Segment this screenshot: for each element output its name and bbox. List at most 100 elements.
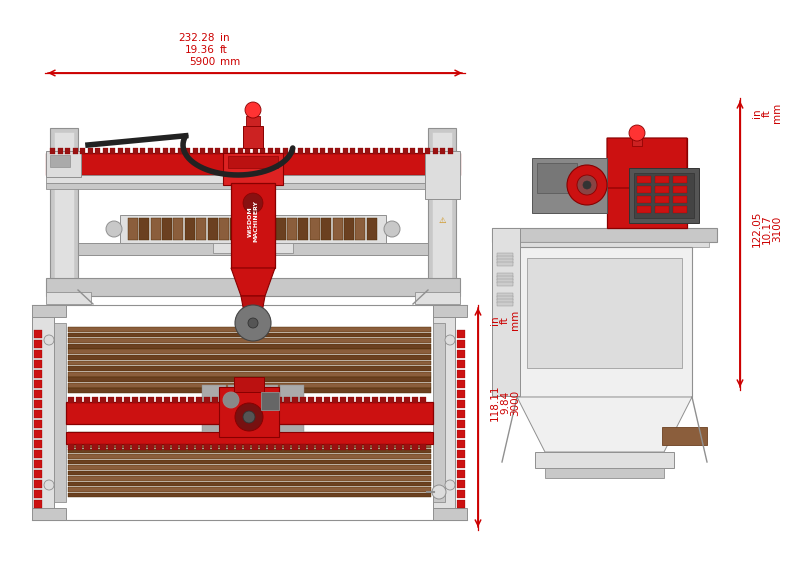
Bar <box>415 292 460 304</box>
Bar <box>185 218 195 240</box>
Bar <box>32 305 66 317</box>
Bar <box>457 330 465 338</box>
Bar <box>280 385 304 440</box>
Bar <box>264 218 274 240</box>
Bar <box>34 490 42 498</box>
Bar <box>246 116 260 126</box>
Bar <box>68 444 74 450</box>
Bar <box>637 206 651 213</box>
Bar <box>110 148 115 154</box>
Bar <box>34 430 42 438</box>
Bar <box>340 444 346 450</box>
Bar <box>673 206 687 213</box>
Bar <box>535 452 674 468</box>
Text: 3100: 3100 <box>772 216 782 242</box>
Bar <box>380 397 386 403</box>
Text: mm: mm <box>772 103 782 123</box>
Bar <box>253 218 263 240</box>
Bar <box>238 148 242 154</box>
Bar <box>457 390 465 398</box>
Bar <box>327 148 333 154</box>
Bar <box>333 218 342 240</box>
Bar <box>66 402 433 424</box>
Bar <box>396 444 402 450</box>
Circle shape <box>577 175 597 195</box>
Bar <box>125 148 130 154</box>
Bar <box>433 508 467 520</box>
Bar <box>244 444 250 450</box>
Bar <box>261 392 279 410</box>
Bar <box>252 397 258 403</box>
Bar <box>162 218 172 240</box>
Bar <box>358 148 362 154</box>
Bar <box>244 397 250 403</box>
Bar <box>68 438 431 443</box>
Bar <box>268 397 274 403</box>
Bar <box>34 400 42 408</box>
Bar <box>673 176 687 183</box>
Bar <box>457 490 465 498</box>
Bar <box>637 186 651 193</box>
Bar <box>432 132 452 289</box>
Text: 10.17: 10.17 <box>762 214 772 244</box>
Bar <box>457 370 465 378</box>
Bar <box>204 444 210 450</box>
Bar <box>433 315 455 510</box>
Bar <box>300 397 306 403</box>
Bar <box>150 218 161 240</box>
Bar <box>387 148 393 154</box>
Circle shape <box>567 165 607 205</box>
Bar <box>34 360 42 368</box>
Circle shape <box>44 480 54 490</box>
Bar <box>34 480 42 488</box>
Bar <box>170 148 175 154</box>
Bar <box>202 385 226 440</box>
Bar <box>50 148 55 154</box>
Bar <box>68 372 431 376</box>
Bar <box>128 218 138 240</box>
Bar <box>219 218 229 240</box>
Bar <box>132 444 138 450</box>
Bar <box>395 148 400 154</box>
Bar <box>32 508 66 520</box>
Bar <box>196 218 206 240</box>
Bar <box>68 476 431 481</box>
Bar <box>412 397 418 403</box>
Bar <box>68 482 431 486</box>
Bar <box>50 155 70 167</box>
Bar <box>220 444 226 450</box>
Bar <box>497 293 513 297</box>
Bar <box>68 465 431 470</box>
Bar <box>380 148 385 154</box>
Bar <box>80 148 85 154</box>
Bar <box>500 242 709 247</box>
Bar <box>655 206 669 213</box>
Bar <box>372 397 378 403</box>
Bar <box>228 385 252 440</box>
Bar <box>457 430 465 438</box>
Bar <box>34 390 42 398</box>
Bar <box>236 444 242 450</box>
Bar <box>655 186 669 193</box>
Bar <box>204 397 210 403</box>
Bar <box>50 128 78 293</box>
Bar <box>68 327 431 332</box>
Bar <box>364 444 370 450</box>
Bar <box>140 148 145 154</box>
Bar <box>139 218 150 240</box>
Bar <box>324 397 330 403</box>
Bar <box>219 387 279 437</box>
Bar <box>308 444 314 450</box>
Bar <box>300 444 306 450</box>
Bar <box>655 176 669 183</box>
Bar <box>236 397 242 403</box>
Bar <box>457 410 465 418</box>
Bar <box>267 148 273 154</box>
Bar <box>425 151 460 199</box>
Bar <box>457 470 465 478</box>
Polygon shape <box>241 296 265 318</box>
Bar <box>260 148 265 154</box>
Bar <box>629 168 699 223</box>
Circle shape <box>223 392 239 408</box>
Bar <box>260 397 266 403</box>
